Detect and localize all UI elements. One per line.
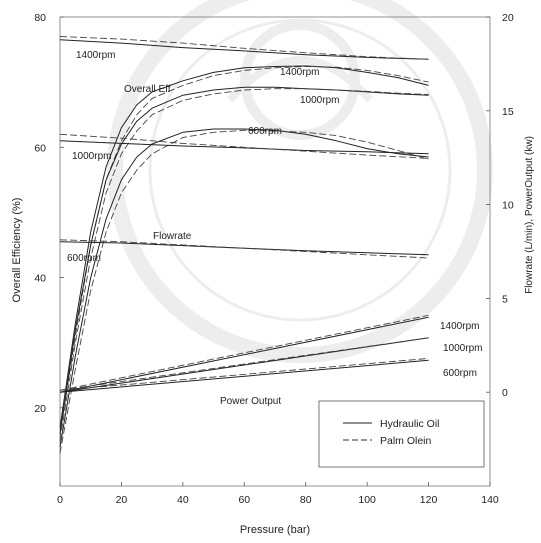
y-left-tick-label-2: 60 <box>34 142 46 154</box>
series-overall-eff-600rpm-hydraulic-oil-line <box>59 128 429 447</box>
annotation-eff-1000-curve: 1000rpm <box>300 95 339 106</box>
y-left-tick-label-0: 20 <box>34 403 46 415</box>
annotation-flow-1000: 1000rpm <box>72 151 111 162</box>
series-overall-eff-1000rpm-palm-olein-line <box>59 88 429 441</box>
y-right-tick-label-0: 0 <box>502 387 508 399</box>
annotation-eff-600-curve: 600rpm <box>248 126 282 137</box>
annotation-power-output: Power Output <box>220 396 281 407</box>
legend-palm-label: Palm Olein <box>380 435 432 447</box>
annotation-power-1400: 1400rpm <box>440 321 479 332</box>
series-flowrate-600rpm-palm-olein-line <box>59 239 429 259</box>
legend-hydraulic-label: Hydraulic Oil <box>380 418 440 430</box>
x-tick-label-1: 20 <box>116 494 128 506</box>
y-left-tick-label-3: 80 <box>34 12 46 24</box>
series-power-output-600rpm-palm-olein-line <box>59 357 429 391</box>
x-tick-label-2: 40 <box>177 494 189 506</box>
y-left-tick-label-1: 40 <box>34 273 46 285</box>
series-overall-eff-600rpm-palm-olein-line <box>59 129 429 454</box>
annotation-flowrate: Flowrate <box>153 231 192 242</box>
series-power-output-1400rpm-palm-olein-line <box>59 314 429 391</box>
series-overall-eff-1400rpm-hydraulic-oil-line <box>59 65 429 428</box>
series-power-output-1400rpm-hydraulic-oil-line <box>59 316 429 393</box>
y-axis-right-title: Flowrate (L/min), PowerOutput (kw) <box>524 136 535 294</box>
x-tick-label-5: 100 <box>358 494 376 506</box>
annotation-eff-1400: 1400rpm <box>76 50 115 61</box>
y-right-tick-label-2: 10 <box>502 200 514 212</box>
series-flowrate-1400rpm-palm-olein-line <box>59 36 429 60</box>
series-flowrate-1000rpm-palm-olein-line <box>59 133 429 159</box>
x-tick-label-3: 60 <box>238 494 250 506</box>
annotation-flow-600: 600rpm <box>67 253 101 264</box>
x-axis-title: Pressure (bar) <box>240 524 310 536</box>
y-right-tick-label-1: 5 <box>502 293 508 305</box>
plot-frame <box>59 16 491 487</box>
series-power-output-600rpm-hydraulic-oil-line <box>59 359 429 393</box>
x-tick-label-7: 140 <box>481 494 499 506</box>
legend-box <box>318 400 485 468</box>
legend: Hydraulic Oil Palm Olein <box>318 400 485 468</box>
series-flowrate-1000rpm-hydraulic-oil-line <box>59 140 429 155</box>
annotation-overall-eff: Overall Eff <box>124 84 171 95</box>
annotation-eff-1400-curve: 1400rpm <box>280 67 319 78</box>
watermark-seal <box>107 0 493 363</box>
y-axis-left-title: Overall Efficiency (%) <box>11 198 23 303</box>
x-tick-label-4: 80 <box>300 494 312 506</box>
annotation-power-600: 600rpm <box>443 368 477 379</box>
series-power-output-1000rpm-palm-olein-line <box>59 337 429 391</box>
y-right-tick-label-3: 15 <box>502 106 514 118</box>
series-overall-eff-1000rpm-hydraulic-oil-line <box>59 86 429 434</box>
y-right-tick-label-4: 20 <box>502 12 514 24</box>
x-tick-label-0: 0 <box>57 494 63 506</box>
annotation-power-1000: 1000rpm <box>443 343 482 354</box>
x-tick-label-6: 120 <box>420 494 438 506</box>
series-flowrate-1400rpm-hydraulic-oil-line <box>59 39 429 60</box>
